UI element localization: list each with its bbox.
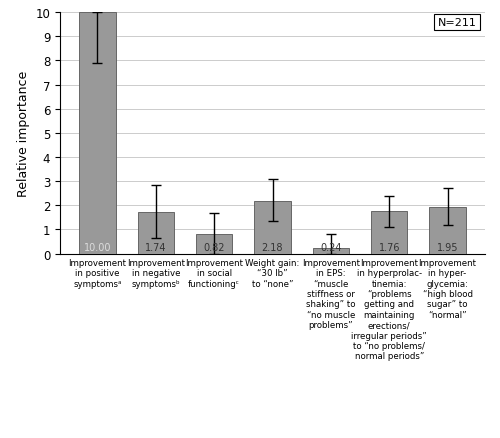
Bar	[254, 201, 290, 254]
Bar	[430, 207, 466, 254]
Text: 10.00: 10.00	[84, 243, 111, 253]
Text: 1.76: 1.76	[378, 243, 400, 253]
Bar	[313, 248, 349, 254]
Text: 0.82: 0.82	[204, 243, 225, 253]
Bar	[138, 212, 174, 254]
Y-axis label: Relative importance: Relative importance	[17, 71, 30, 197]
Bar	[80, 13, 116, 254]
Text: 2.18: 2.18	[262, 243, 283, 253]
Text: N=211: N=211	[438, 18, 476, 28]
Text: 1.74: 1.74	[145, 243, 167, 253]
Bar	[371, 212, 408, 254]
Bar	[196, 234, 232, 254]
Text: 1.95: 1.95	[437, 243, 458, 253]
Text: 0.24: 0.24	[320, 243, 342, 253]
